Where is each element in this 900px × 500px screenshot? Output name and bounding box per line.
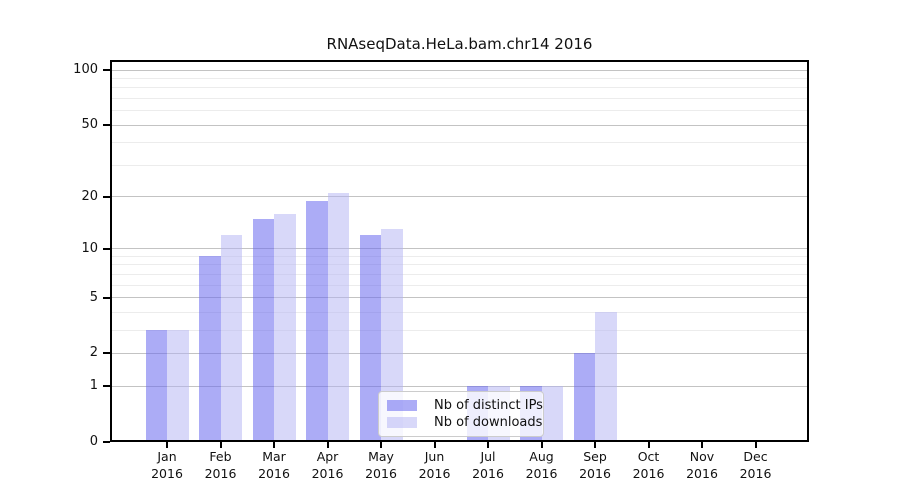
bar-jan-distinct-ips — [145, 330, 167, 442]
y-gridline-minor — [110, 110, 809, 112]
y-gridline-major — [110, 69, 809, 71]
y-gridline-major — [110, 385, 809, 387]
y-tick — [103, 124, 110, 127]
x-tick — [326, 442, 329, 448]
x-tick — [594, 442, 596, 448]
bar-aug-downloads — [541, 386, 563, 442]
y-tick-label: 5 — [89, 289, 98, 305]
x-tick-label: Dec 2016 — [739, 449, 772, 481]
bar-apr-distinct-ips — [306, 200, 328, 442]
bar-apr-downloads — [327, 192, 349, 442]
y-tick — [103, 352, 110, 355]
y-gridline-major — [110, 124, 809, 126]
x-tick — [219, 442, 222, 448]
bar-may-distinct-ips — [359, 235, 381, 442]
x-tick — [701, 442, 703, 448]
x-tick-label: Jul 2016 — [472, 449, 504, 481]
y-gridline-minor — [110, 264, 809, 266]
y-gridline-minor — [110, 164, 809, 166]
legend: Nb of distinct IPs Nb of downloads — [378, 391, 544, 437]
y-tick — [103, 296, 110, 299]
bar-mar-downloads — [274, 213, 296, 442]
bar-jan-downloads — [167, 330, 189, 442]
x-tick-label: Oct 2016 — [632, 449, 665, 481]
x-tick — [487, 442, 489, 448]
x-tick-label: Nov 2016 — [686, 449, 718, 481]
plot-area — [110, 60, 809, 442]
y-gridline-major — [110, 297, 809, 299]
x-tick — [273, 442, 275, 448]
y-gridline-major — [110, 352, 809, 354]
bar-sep-distinct-ips — [573, 353, 595, 442]
y-tick-label: 0 — [89, 434, 98, 449]
legend-swatch-distinct-ips — [387, 399, 417, 411]
x-tick-label: May 2016 — [365, 449, 397, 481]
x-tick — [166, 442, 168, 448]
y-tick-label: 20 — [81, 188, 98, 204]
x-tick — [647, 442, 650, 448]
y-tick-label: 100 — [73, 62, 98, 77]
x-tick-label: Feb 2016 — [204, 449, 237, 481]
legend-label-downloads: Nb of downloads — [434, 415, 543, 431]
y-gridline-minor — [110, 284, 809, 286]
x-tick — [433, 442, 436, 448]
bar-sep-downloads — [595, 312, 617, 442]
y-tick-label: 1 — [89, 378, 98, 394]
y-gridline-minor — [110, 273, 809, 275]
legend-swatch-downloads — [387, 417, 417, 429]
y-gridline-major — [110, 196, 809, 198]
y-gridline-minor — [110, 142, 809, 144]
y-tick — [103, 385, 110, 388]
bar-feb-distinct-ips — [199, 256, 221, 442]
y-tick — [103, 441, 110, 443]
bar-feb-downloads — [220, 235, 242, 442]
legend-label-distinct-ips: Nb of distinct IPs — [434, 397, 543, 413]
x-tick-label: Jun 2016 — [418, 449, 451, 481]
y-gridline-major — [110, 248, 809, 250]
legend-entry-distinct-ips: Nb of distinct IPs — [387, 398, 543, 413]
chart-title: RNAseqData.HeLa.bam.chr14 2016 — [326, 35, 593, 53]
y-tick — [103, 247, 110, 250]
x-tick — [540, 442, 543, 448]
y-gridline-minor — [110, 311, 809, 313]
y-gridline-minor — [110, 255, 809, 257]
bar-may-downloads — [381, 229, 403, 442]
y-tick — [103, 69, 110, 71]
x-tick-label: Aug 2016 — [525, 449, 558, 481]
x-tick — [754, 442, 757, 448]
y-gridline-minor — [110, 97, 809, 99]
x-tick — [380, 442, 382, 448]
y-tick-label: 10 — [81, 240, 98, 256]
y-gridline-minor — [110, 77, 809, 79]
y-gridline-minor — [110, 329, 809, 331]
x-tick-label: Mar 2016 — [258, 449, 290, 481]
legend-entry-downloads: Nb of downloads — [387, 415, 542, 430]
y-tick-label: 2 — [89, 345, 98, 361]
y-tick — [103, 195, 110, 198]
bar-mar-distinct-ips — [252, 218, 274, 442]
x-tick-label: Apr 2016 — [311, 449, 344, 481]
y-tick-label: 50 — [81, 117, 98, 133]
x-tick-label: Sep 2016 — [579, 449, 611, 481]
y-gridline-minor — [110, 87, 809, 89]
x-tick-label: Jan 2016 — [151, 449, 183, 481]
